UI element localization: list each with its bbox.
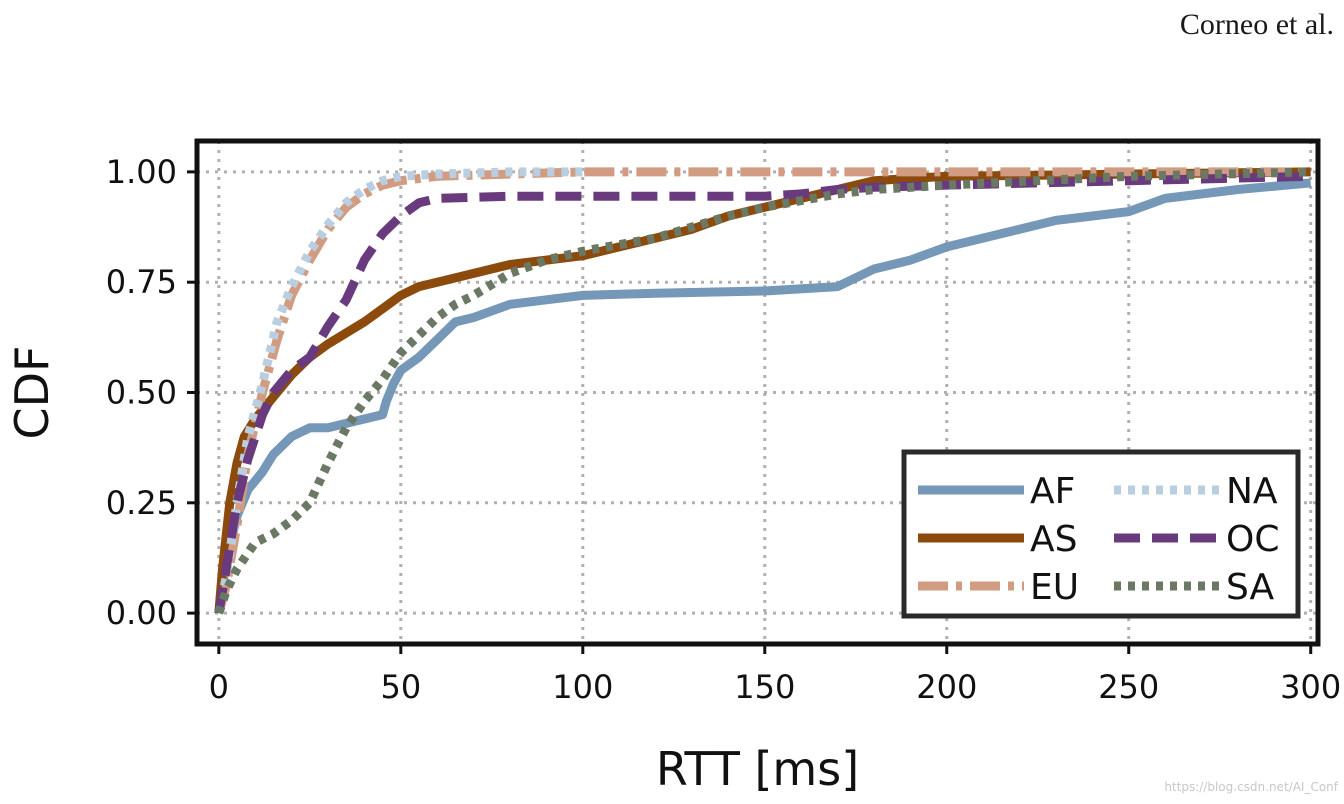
x-axis-label: RTT [ms] <box>656 742 859 796</box>
y-tick-label: 0.50 <box>106 374 177 412</box>
legend-label-af: AF <box>1030 471 1075 512</box>
y-tick-label: 0.25 <box>106 484 177 522</box>
series-line-af <box>214 178 1312 614</box>
series-line-na <box>214 167 583 615</box>
x-tick-label: 200 <box>916 668 977 706</box>
watermark-text: https://blog.csdn.net/AI_Conf <box>1164 780 1338 794</box>
x-tick-label: 300 <box>1280 668 1341 706</box>
x-tick-label: 0 <box>209 668 229 706</box>
axis-ticks: 0 50 100 150 200 250 300 0.00 0.25 0.50 0.75 1.00 <box>106 153 1342 706</box>
legend-label-as: AS <box>1030 519 1077 560</box>
series-line-sa <box>214 167 1311 615</box>
x-tick-label: 250 <box>1098 668 1159 706</box>
y-tick-label: 1.00 <box>106 153 177 191</box>
y-tick-label: 0.00 <box>106 594 177 632</box>
x-tick-label: 50 <box>380 668 421 706</box>
legend-label-oc: OC <box>1226 519 1279 560</box>
x-tick-label: 150 <box>734 668 795 706</box>
legend: AF AS EU NA OC SA <box>901 449 1301 619</box>
y-axis-label: CDF <box>5 346 59 440</box>
legend-label-eu: EU <box>1030 567 1079 608</box>
header-author-text: Corneo et al. <box>1179 8 1334 41</box>
legend-label-na: NA <box>1226 471 1278 512</box>
legend-label-sa: SA <box>1226 567 1275 608</box>
y-tick-label: 0.75 <box>106 263 177 301</box>
x-tick-label: 100 <box>552 668 613 706</box>
series-lines <box>214 167 1312 615</box>
